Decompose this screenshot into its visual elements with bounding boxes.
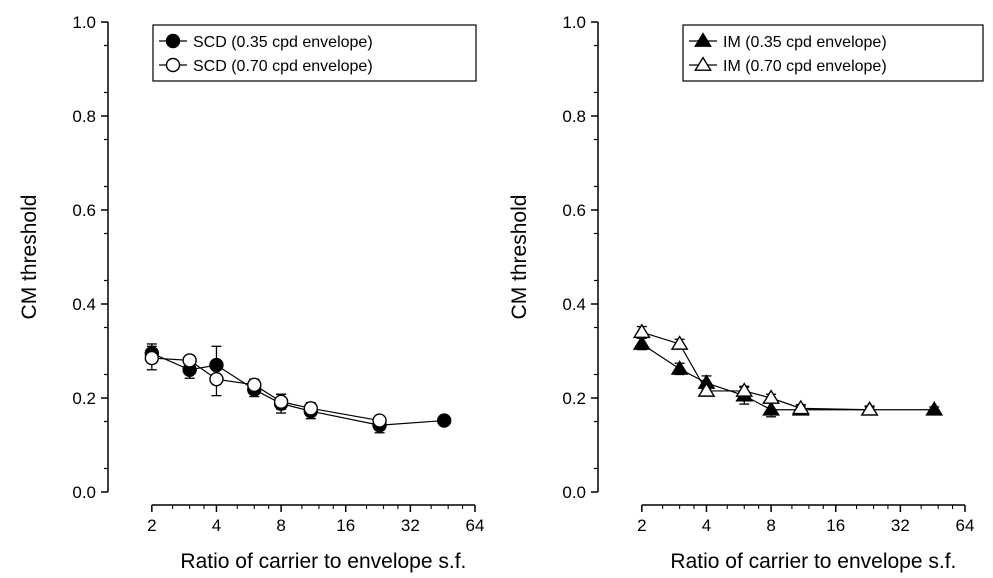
data-point [209, 372, 224, 387]
legend-marker [694, 56, 712, 71]
x-axis-title: Ratio of carrier to envelope s.f. [180, 550, 466, 573]
y-axis-title: CM threshold [18, 195, 41, 320]
y-tick-label: 0.4 [72, 295, 96, 314]
legend-marker [694, 32, 712, 47]
data-point [247, 377, 262, 393]
x-tick-label: 4 [212, 516, 221, 535]
data-point [372, 413, 387, 428]
data-point [182, 353, 197, 368]
data-point [735, 382, 754, 397]
y-tick-label: 0.8 [72, 107, 96, 126]
y-tick-label: 0.2 [562, 389, 586, 408]
y-tick-label: 1.0 [72, 13, 96, 32]
data-point [762, 400, 780, 416]
data-point [144, 350, 160, 366]
y-tick-label: 0.8 [562, 107, 586, 126]
legend-label: IM (0.70 cpd envelope) [723, 58, 887, 75]
data-point [632, 335, 651, 350]
legend: IM (0.35 cpd envelope) IM (0.70 cpd envel… [682, 24, 984, 82]
legend-label: IM (0.35 cpd envelope) [723, 34, 887, 51]
y-tick-label: 1.0 [562, 13, 586, 32]
x-tick-label: 8 [766, 516, 775, 535]
y-tick-label: 0.2 [72, 389, 96, 408]
x-tick-label: 2 [147, 516, 156, 535]
x-tick-label: 4 [702, 516, 711, 535]
legend-label: SCD (0.35 cpd envelope) [193, 34, 373, 51]
x-axis-title: Ratio of carrier to envelope s.f. [670, 550, 956, 573]
data-point [273, 394, 289, 409]
data-point [697, 382, 716, 397]
y-axis-title: CM threshold [508, 195, 531, 320]
x-tick-label: 16 [336, 516, 355, 535]
x-tick-label: 64 [956, 516, 975, 535]
legend: SCD (0.35 cpd envelope) SCD (0.70 cpd env… [152, 24, 477, 82]
x-tick-label: 32 [401, 516, 420, 535]
y-tick-label: 0.6 [72, 201, 96, 220]
y-tick-label: 0.6 [562, 201, 586, 220]
legend-box [682, 24, 984, 82]
x-tick-label: 64 [466, 516, 485, 535]
series-2 [144, 345, 387, 428]
data-point [762, 389, 780, 404]
data-point [437, 413, 452, 428]
series-2 [632, 323, 879, 416]
x-tick-label: 16 [826, 516, 845, 535]
legend-marker [165, 57, 181, 73]
x-tick-label: 32 [891, 516, 910, 535]
legend-item-1: IM (0.35 cpd envelope) [689, 32, 887, 51]
legend-box [152, 24, 477, 82]
data-point [303, 401, 318, 416]
y-tick-label: 0.4 [562, 295, 586, 314]
data-point [670, 335, 689, 350]
legend-item-2: IM (0.70 cpd envelope) [689, 56, 887, 75]
data-point [860, 400, 879, 416]
legend-item-2: SCD (0.70 cpd envelope) [159, 57, 373, 75]
legend-marker [165, 33, 181, 49]
y-tick-label: 0.0 [562, 483, 586, 502]
x-tick-label: 2 [637, 516, 646, 535]
legend-label: SCD (0.70 cpd envelope) [193, 58, 373, 75]
data-point [632, 323, 651, 339]
y-tick-label: 0.0 [72, 483, 96, 502]
data-point [925, 400, 944, 416]
data-point [791, 399, 810, 415]
data-point [670, 360, 689, 375]
legend-item-1: SCD (0.35 cpd envelope) [159, 33, 373, 51]
x-tick-label: 8 [276, 516, 285, 535]
